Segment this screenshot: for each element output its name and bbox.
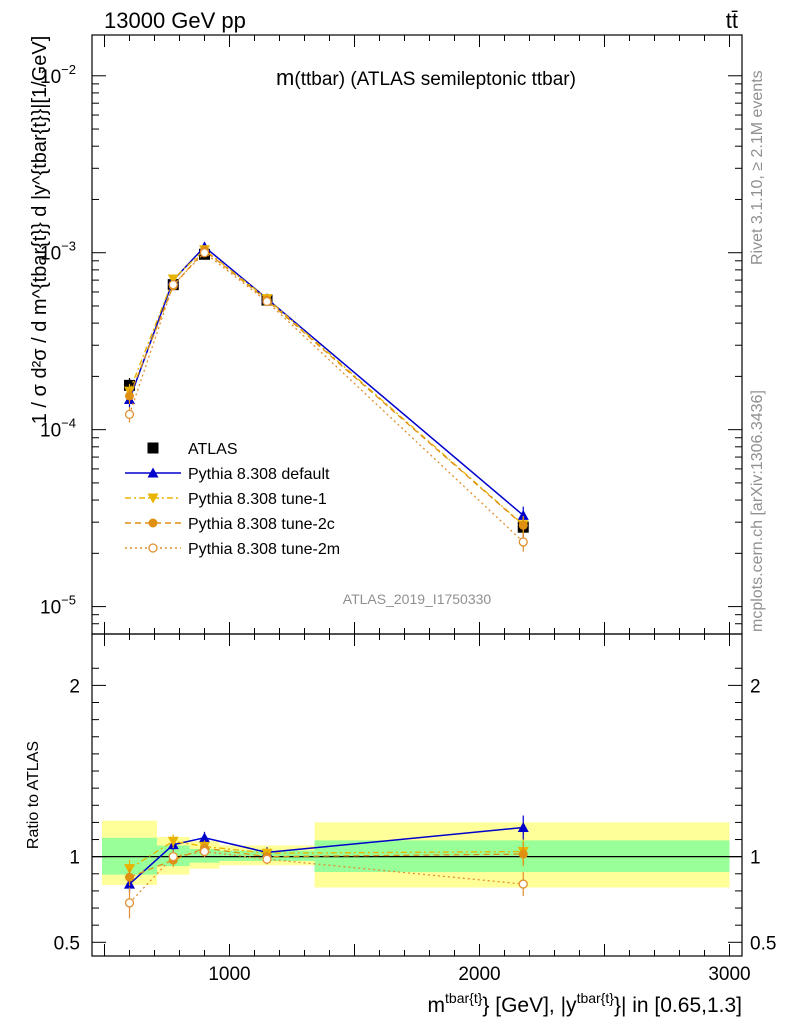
process-label: 13000 GeV pp [104,8,246,33]
marker-circle-open [124,898,135,908]
marker-circle-open [518,879,528,889]
marker-triangle-up [517,822,529,833]
main-y-tick-base: 10 [40,67,61,88]
ratio-x-tick-label: 2000 [458,964,500,985]
series-line [128,248,524,526]
ratio-x-tick-label: 1000 [208,964,250,985]
rivet-version-label: Rivet 3.1.10, ≥ 2.1M events [749,70,766,265]
legend-label: Pythia 8.308 tune-2c [188,516,335,533]
x-axis-label-base: m [428,994,446,1017]
marker-circle [518,520,528,530]
marker-circle-open [262,854,272,864]
main-y-tick-exp: −4 [61,416,76,431]
ratio-y-tick-label-right: 1 [750,848,761,869]
main-y-tick-exp: −3 [61,239,76,254]
x-axis-label: mtbar{t}} [GeV], |ytbar{t}}| in [0.65,1.… [428,990,742,1017]
marker-circle-open [199,846,210,857]
marker-square [147,442,159,454]
ratio-y-tick-label-right: 2 [750,676,761,697]
legend-label: ATLAS [188,441,238,458]
main-series-group [124,241,529,552]
main-y-tick-exp: −5 [61,593,76,608]
main-y-axis-label: 1 / σ d²σ / d m^{tbar{t}} d |y^{tbar{t}}… [29,36,51,425]
main-y-tick-label: 10−2 [40,62,76,88]
legend-entry: Pythia 8.308 default [125,466,330,483]
plot-title-rest: (ttbar) (ATLAS semileptonic ttbar) [294,69,576,90]
legend-entry: Pythia 8.308 tune-1 [125,491,327,508]
main-y-tick-base: 10 [40,244,61,265]
ratio-x-tick-labels: 1000 2000 3000 [208,964,750,985]
ratio-y-tick-label-left: 0.5 [54,933,80,954]
ratio-x-tick-label: 3000 [708,964,750,985]
legend-entry: ATLAS [147,441,238,458]
legend: ATLAS Pythia 8.308 default Pythia 8.308 tu… [125,441,340,558]
x-axis-label-sup1: tbar{t} [445,990,483,1006]
marker-circle-open [262,296,272,307]
legend-label: Pythia 8.308 default [188,466,330,483]
marker-triangle-down [167,836,179,847]
main-y-tick-label: 10−4 [40,416,76,442]
marker-circle-open [168,279,178,290]
main-y-tick-base: 10 [40,598,61,619]
marker-triangle-down [167,274,179,285]
series-pythia-8-308-tune-2m [124,248,528,552]
marker-circle-open [124,409,135,420]
marker-circle-open [148,543,158,553]
ratio-uncertainty-bands [102,820,730,888]
ratio-y-axis-label: Ratio to ATLAS [25,741,42,849]
ratio-y-tick-label-left: 2 [69,676,80,697]
marker-circle [148,518,158,528]
main-y-tick-exp: −2 [61,62,76,77]
marker-triangle-down [147,493,159,504]
ratio-panel: 0.5 0.5 1 1 2 2 1000 2000 3000 Ratio to ATLAS m… [25,633,777,1017]
ratio-series-pythia-8-308-tune-2m [124,845,528,919]
ratio-plot-frame [91,633,743,957]
plot-title: m(ttbar) (ATLAS semileptonic ttbar) [276,65,576,90]
main-y-tick-labels: 10−510−410−310−2 [40,62,76,619]
marker-circle [125,391,134,401]
analysis-watermark: ATLAS_2019_I1750330 [343,591,492,607]
main-panel: 10−510−410−310−2 m(ttbar) (ATLAS semilep… [29,34,743,635]
ratio-y-tick-label-right: 0.5 [750,933,776,954]
x-axis-label-sup2: tbar{t} [577,990,615,1006]
marker-circle-open [168,852,178,862]
x-axis-label-mid: } [GeV], |y [482,994,577,1017]
marker-triangle-up [517,509,529,520]
marker-circle-open [199,248,210,258]
main-y-tick-base: 10 [40,421,61,442]
marker-triangle-up [147,467,159,478]
legend-label: Pythia 8.308 tune-1 [188,491,327,508]
main-y-tick-label: 10−3 [40,239,76,265]
main-y-tick-label: 10−5 [40,593,76,619]
marker-circle [125,872,134,882]
ratio-series-group [124,815,529,919]
x-axis-label-end: }| in [0.65,1.3] [614,994,742,1017]
marker-circle-open [518,537,528,547]
ratio-y-tick-label-left: 1 [69,848,80,869]
mcplots-label: mcplots.cern.ch [arXiv:1306.3436] [749,390,766,632]
series-line [128,249,524,526]
ratio-axis-ticks [92,634,742,956]
marker-circle [518,849,528,859]
ttbar-label: tt̄ [726,8,738,33]
marker-triangle-up [199,832,210,843]
legend-label: Pythia 8.308 tune-2m [188,541,340,558]
plot-title-main: m [276,65,294,90]
legend-entry: Pythia 8.308 tune-2c [125,516,335,533]
ratio-y-tick-labels: 0.5 0.5 1 1 2 2 [54,676,777,954]
main-axis-ticks [92,35,742,635]
legend-entry: Pythia 8.308 tune-2m [125,541,340,558]
